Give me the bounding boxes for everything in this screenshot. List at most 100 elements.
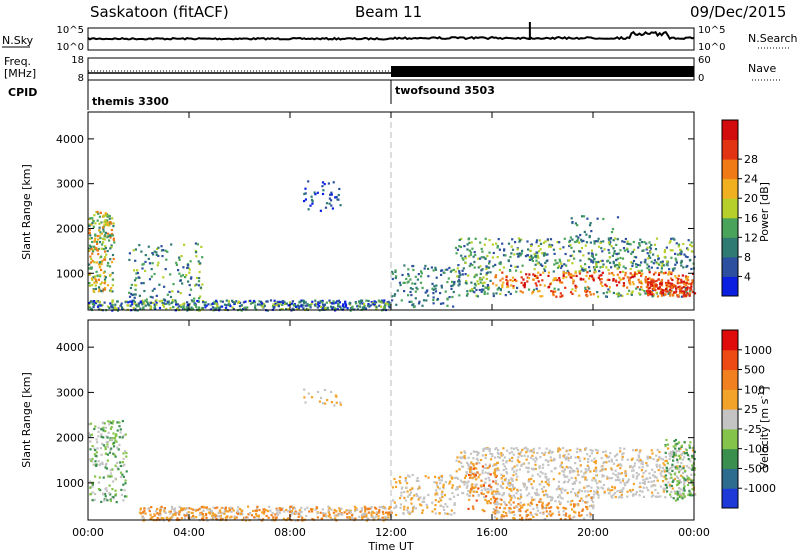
power-cell-652 [285,308,288,311]
velocity-cell-1754 [468,498,471,501]
velocity-cell-1019 [574,456,577,459]
velocity-cell-1246 [584,471,587,474]
velocity-cell-1100 [594,448,597,451]
power-cell-1337 [635,265,638,268]
velocity-cell-118 [112,480,115,483]
velocity-cell-1261 [646,464,649,467]
power-cell-559 [144,304,147,307]
power-cell-59 [88,282,91,285]
power-cell-420 [335,300,339,303]
power-cell-137 [93,290,96,293]
power-cell-442 [153,303,156,306]
power-cell-1873 [627,250,630,253]
velocity-cell-206 [377,515,380,518]
velocity-cell-243 [231,507,234,510]
velocity-cell-1707 [667,481,670,484]
velocity-cell-163 [89,458,92,461]
power-cell-1598 [531,292,534,295]
power-cell-858 [201,256,204,259]
power-cell-1798 [617,292,620,295]
velocity-cell-546 [217,511,220,514]
velocity-cell-464 [156,517,159,520]
power-cell-1886 [533,268,536,271]
power-cell-274 [266,309,269,312]
velocity-cell-1557 [478,461,481,465]
power-cell-811 [193,284,197,287]
velocity-cell-67 [109,498,112,501]
velocity-cell-1910 [543,507,546,510]
velocity-cell-1814 [472,494,475,497]
velocity-cell-1108 [635,491,638,494]
velocity-colorbar-swatch-8 [722,330,738,351]
power-cell-1278 [473,260,476,264]
power-cell-210 [109,247,112,250]
power-cell-1481 [560,281,563,284]
power-cell-1304 [580,246,584,250]
velocity-cell-1690 [624,470,627,473]
velocity-cell-2101 [671,455,674,458]
velocity-cell-1545 [503,478,506,481]
velocity-cell-1457 [535,491,539,494]
velocity-y-tick-label-3: 4000 [56,341,84,354]
velocity-cell-1329 [495,493,498,496]
velocity-cell-1746 [545,493,548,496]
velocity-cell-1709 [497,452,500,455]
velocity-cell-1231 [675,450,678,453]
power-cell-1624 [554,259,557,262]
velocity-cell-446 [213,514,216,517]
nave-label: Nave [748,62,776,75]
velocity-cell-1992 [566,500,569,503]
power-cell-1185 [675,242,678,245]
velocity-cell-1474 [679,469,682,472]
velocity-cell-1808 [472,490,475,493]
velocity-cell-1571 [516,488,519,491]
power-cell-1323 [648,241,651,244]
velocity-cell-2129 [683,452,686,455]
power-cell-1791 [614,237,617,240]
velocity-cell-1905 [502,515,505,518]
power-cell-796 [155,251,158,254]
velocity-cell-39 [101,442,104,445]
power-cell-1288 [492,292,495,295]
velocity-cell-1049 [575,479,578,482]
velocity-cell-1991 [501,514,504,517]
velocity-cell-2107 [691,487,694,491]
velocity-cell-1289 [619,450,622,453]
power-cell-807 [128,252,131,255]
velocity-cell-1624 [589,470,592,473]
power-cell-576 [383,305,386,308]
power-cell-1753 [586,286,589,289]
velocity-cell-1796 [475,462,478,465]
power-cell-1690 [552,294,555,297]
velocity-cell-2018 [518,518,522,521]
power-cell-863 [129,286,132,290]
velocity-cell-303 [211,514,214,517]
velocity-cell-1573 [530,477,533,480]
power-cell-1880 [611,272,614,275]
power-cell-1909 [568,240,571,243]
power-cell-1135 [525,273,528,276]
power-cell-1874 [643,290,646,293]
velocity-cell-1441 [610,477,613,480]
power-cell-1286 [628,279,631,283]
power-cell-1310 [509,292,512,295]
power-cell-561 [281,307,284,311]
power-cell-67 [101,237,105,241]
power-cell-574 [297,306,300,309]
velocity-cell-45 [89,440,92,443]
power-cell-2042 [665,282,668,285]
velocity-cell-1798 [475,467,478,470]
power-cell-2090 [647,291,650,295]
power-cell-1389 [473,251,476,254]
power-cell-1035 [443,271,446,274]
velocity-cell-1849 [571,499,574,502]
power-cell-1564 [671,249,674,252]
power-cell-1877 [686,275,689,279]
freq-label-line1: Freq. [4,55,31,68]
power-cell-143 [100,232,103,235]
velocity-cell-91 [94,454,97,457]
power-cell-427 [132,299,135,302]
velocity-cell-882 [511,467,514,470]
power-cell-1490 [658,263,661,266]
velocity-cell-492 [176,517,179,520]
